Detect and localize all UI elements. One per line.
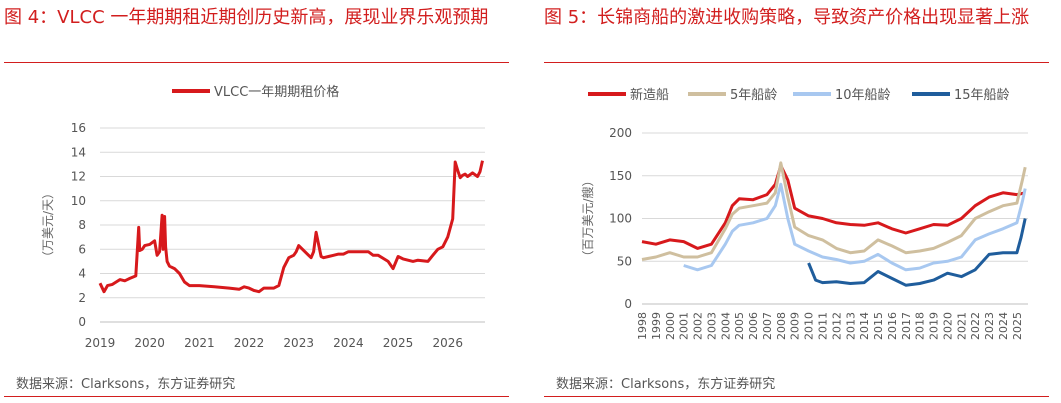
x-tick-label: 2020 bbox=[941, 312, 954, 340]
x-tick-label: 2025 bbox=[1011, 312, 1024, 340]
x-tick-label: 2021 bbox=[184, 336, 215, 350]
series-line-vlcc-rate bbox=[98, 160, 484, 294]
x-tick-label: 2017 bbox=[900, 312, 913, 340]
x-tick-label: 2019 bbox=[85, 336, 116, 350]
legend-label: VLCC一年期期租价格 bbox=[214, 84, 339, 100]
x-tick-label: 2009 bbox=[789, 312, 802, 340]
x-tick-label: 2005 bbox=[733, 312, 746, 340]
y-tick-label: 200 bbox=[609, 126, 632, 140]
x-tick-label: 2002 bbox=[692, 312, 705, 340]
x-tick-label: 2013 bbox=[844, 312, 857, 340]
legend-label: 5年船龄 bbox=[730, 88, 777, 103]
series-line-newbuild bbox=[641, 164, 1026, 250]
x-tick-label: 2022 bbox=[234, 336, 265, 350]
x-tick-label: 2006 bbox=[747, 312, 760, 340]
vessel-price-chart: 0 50 100 150 200 1998 1999 2000 2001 2002 2003 2004… bbox=[580, 87, 1028, 340]
x-tick-label: 1998 bbox=[636, 312, 649, 340]
x-tick-label: 2012 bbox=[830, 312, 843, 340]
y-tick-label: 8 bbox=[78, 218, 86, 232]
x-tick-label: 2019 bbox=[928, 312, 941, 340]
legend-label: 新造船 bbox=[630, 87, 669, 103]
x-tick-label: 1999 bbox=[650, 312, 663, 340]
y-axis-label: （百万美元/艘） bbox=[580, 174, 595, 262]
y-tick-label: 150 bbox=[609, 169, 632, 183]
figure-5-title: 图 5：长锦商船的激进收购策略，导致资产价格出现显著上涨 bbox=[544, 7, 1030, 28]
x-tick-label: 2024 bbox=[997, 312, 1010, 340]
x-tick-label: 2018 bbox=[914, 312, 927, 340]
legend-label: 10年船龄 bbox=[835, 88, 891, 103]
x-tick-label: 2025 bbox=[383, 336, 414, 350]
y-tick-label: 2 bbox=[78, 291, 86, 305]
x-tick-label: 2004 bbox=[719, 312, 732, 340]
x-tick-label: 2007 bbox=[761, 312, 774, 340]
series-line-5yr bbox=[641, 161, 1027, 261]
x-tick-label: 2014 bbox=[858, 312, 871, 340]
y-tick-label: 0 bbox=[624, 297, 632, 311]
x-tick-label: 2024 bbox=[333, 336, 364, 350]
series-line-15yr bbox=[807, 218, 1027, 287]
x-tick-label: 2015 bbox=[872, 312, 885, 340]
y-tick-label: 6 bbox=[78, 242, 86, 256]
title-divider bbox=[4, 62, 509, 63]
y-tick-label: 12 bbox=[71, 170, 86, 184]
figure-4-panel: 图 4：VLCC 一年期期租近期创历史新高，展现业界乐观预期 0 2 4 6 8 10 12… bbox=[0, 0, 520, 403]
figure-5-panel: 图 5：长锦商船的激进收购策略，导致资产价格出现显著上涨 0 50 100 150 20… bbox=[540, 0, 1061, 403]
x-tick-label: 2023 bbox=[983, 312, 996, 340]
figure-4-source: 数据来源：Clarksons，东方证券研究 bbox=[16, 377, 236, 392]
x-tick-label: 2001 bbox=[678, 312, 691, 340]
y-tick-label: 100 bbox=[609, 212, 632, 226]
y-tick-label: 0 bbox=[78, 315, 86, 329]
bottom-divider bbox=[4, 396, 509, 397]
figure-4-title: 图 4：VLCC 一年期期租近期创历史新高，展现业界乐观预期 bbox=[4, 7, 489, 28]
x-tick-label: 2020 bbox=[134, 336, 165, 350]
series-line-10yr bbox=[683, 182, 1027, 272]
x-tick-label: 2026 bbox=[432, 336, 463, 350]
x-tick-label: 2022 bbox=[969, 312, 982, 340]
y-tick-label: 10 bbox=[71, 194, 86, 208]
vlcc-rate-chart: 0 2 4 6 8 10 12 14 16 2019 2020 2021 2022 2023 2024 202… bbox=[41, 84, 485, 350]
y-tick-label: 4 bbox=[78, 267, 86, 281]
x-tick-label: 2003 bbox=[705, 312, 718, 340]
x-tick-label: 2011 bbox=[817, 312, 830, 340]
y-tick-label: 50 bbox=[617, 254, 632, 268]
x-tick-label: 2000 bbox=[664, 312, 677, 340]
legend-label: 15年船龄 bbox=[954, 88, 1010, 103]
x-tick-label: 2010 bbox=[803, 312, 816, 340]
x-tick-label: 2016 bbox=[886, 312, 899, 340]
x-tick-label: 2021 bbox=[955, 312, 968, 340]
bottom-divider bbox=[544, 396, 1049, 397]
x-tick-label: 2023 bbox=[283, 336, 314, 350]
x-tick-label: 2008 bbox=[775, 312, 788, 340]
y-axis-label: （万美元/天） bbox=[41, 187, 55, 263]
y-tick-label: 14 bbox=[71, 145, 86, 159]
figure-5-source: 数据来源：Clarksons，东方证券研究 bbox=[556, 377, 776, 392]
title-divider bbox=[544, 62, 1049, 63]
y-tick-label: 16 bbox=[71, 121, 86, 135]
